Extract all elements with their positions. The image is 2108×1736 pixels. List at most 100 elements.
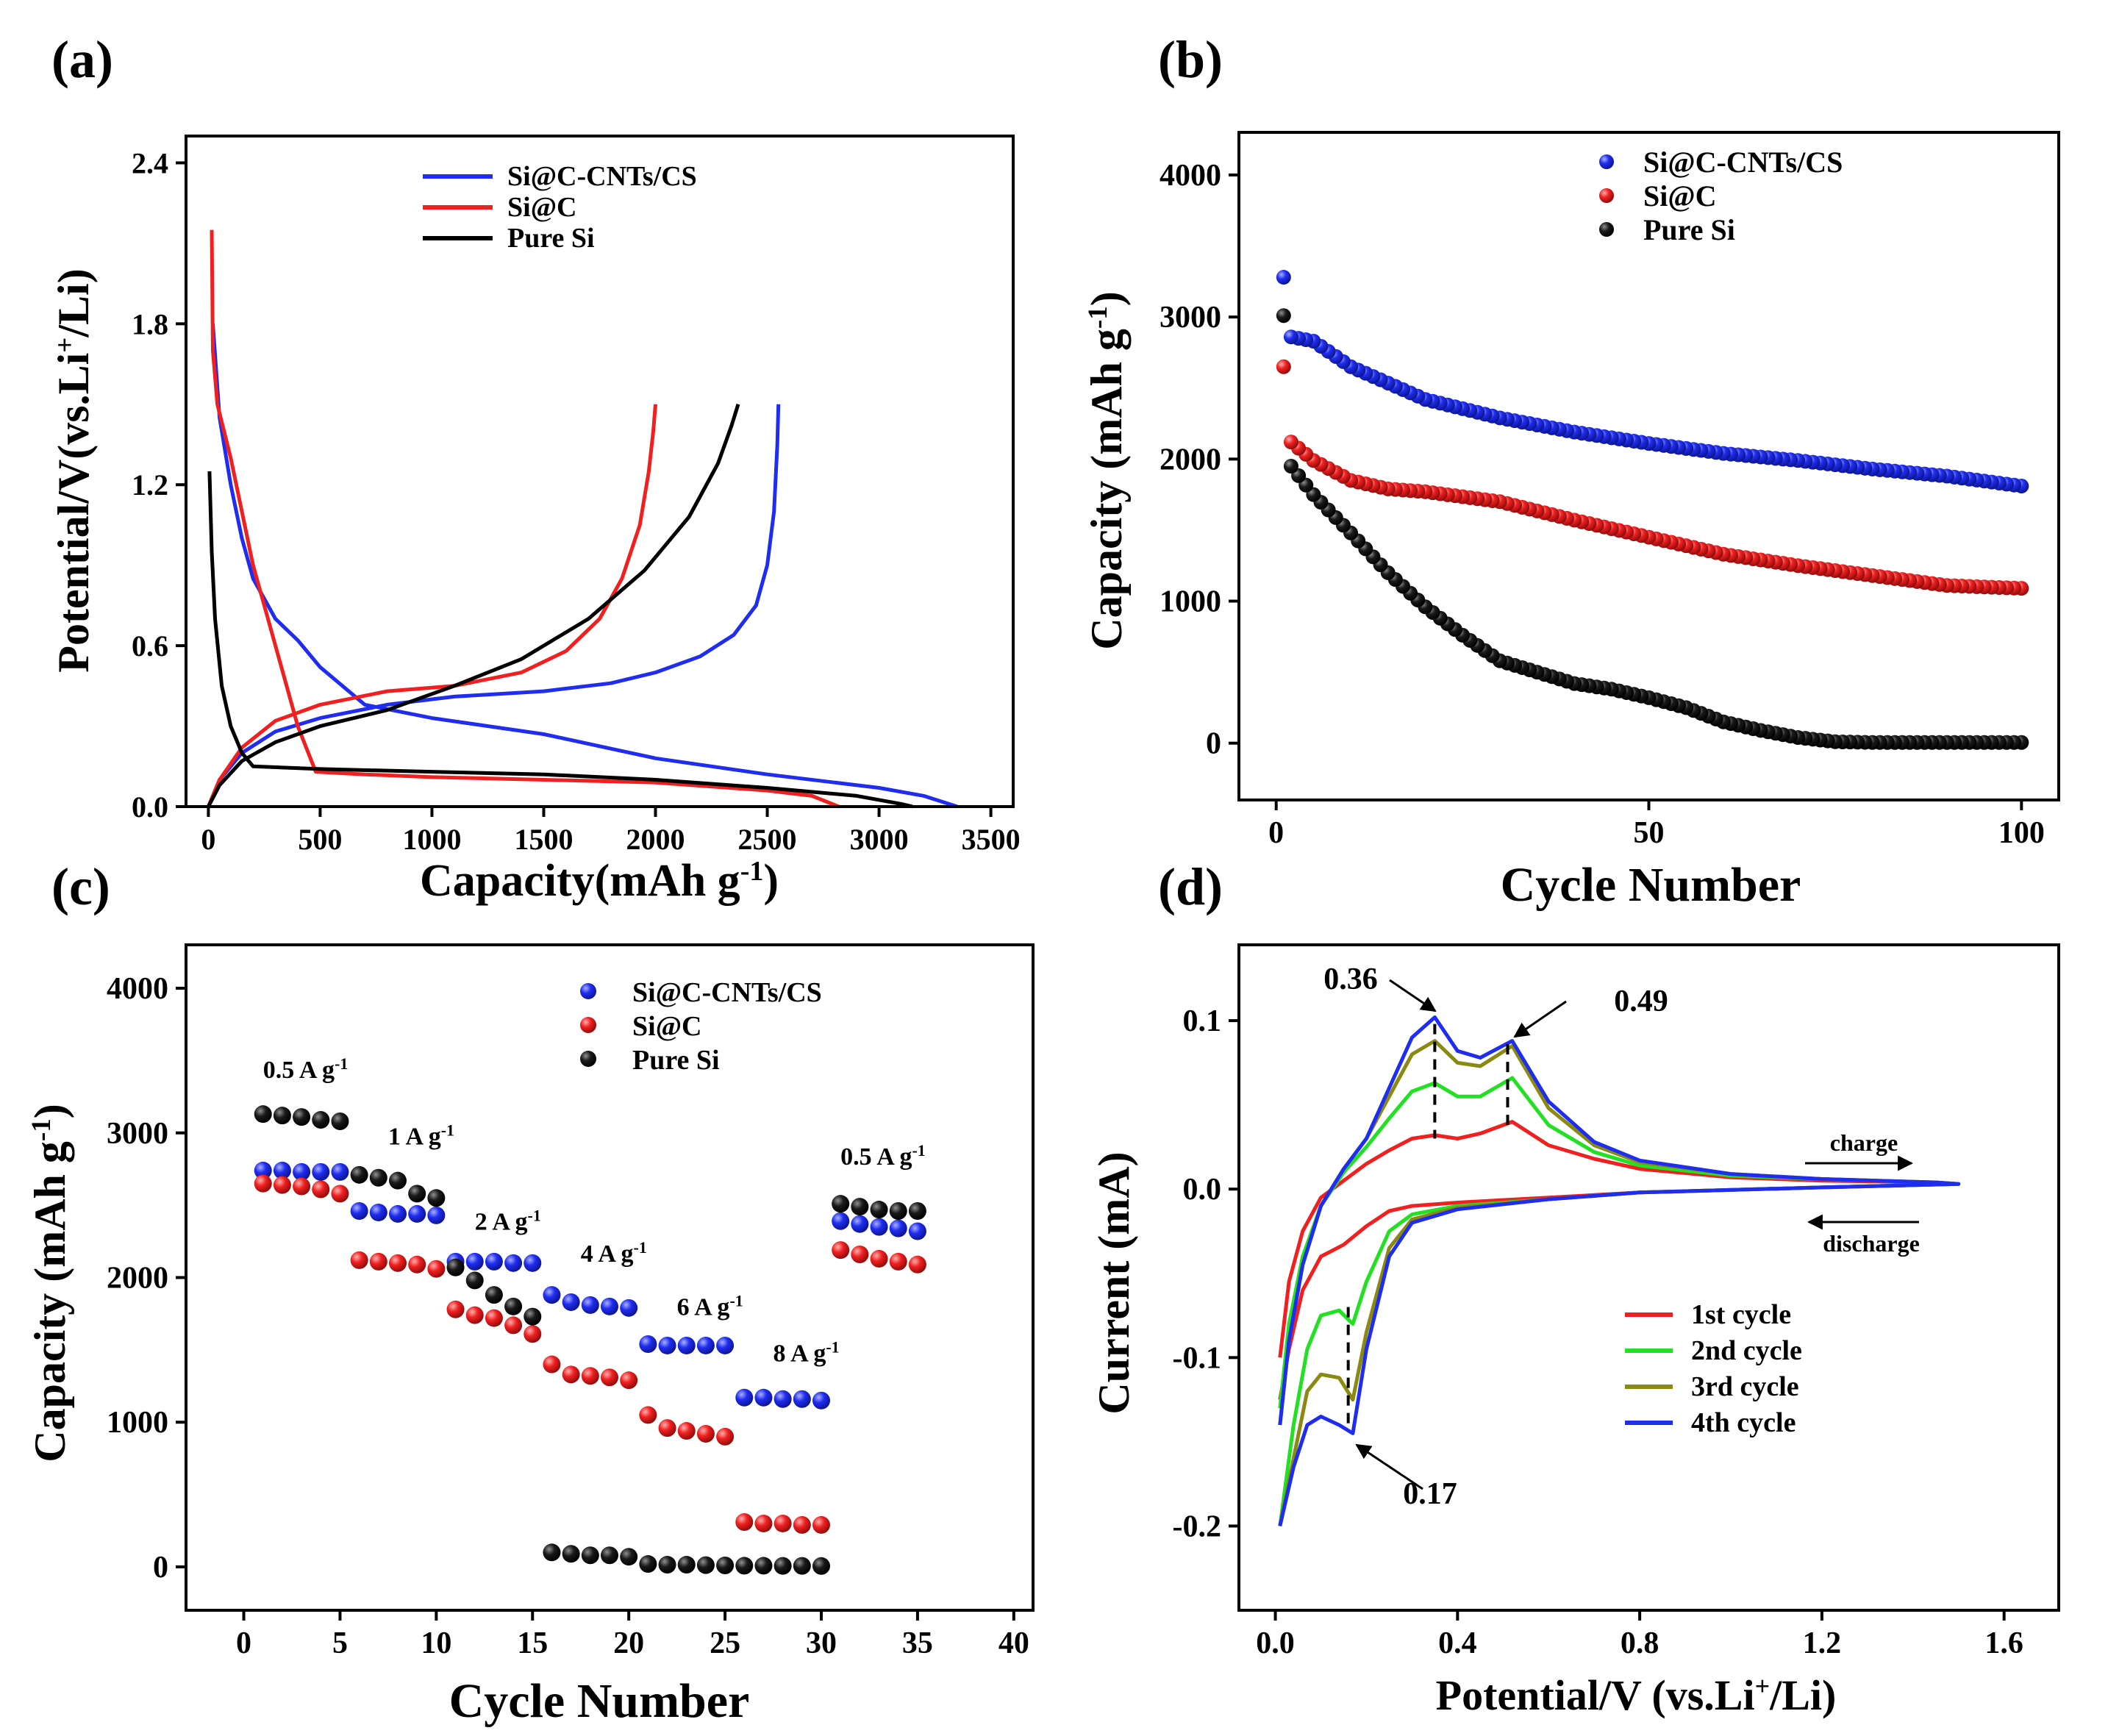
panel-c-point-1: [504, 1316, 523, 1335]
panel-c-point-1: [562, 1365, 580, 1384]
panel-b-legend-label: Pure Si: [1643, 213, 1735, 246]
panel-c-point-2: [331, 1112, 349, 1131]
panel-d-charge-label: charge: [1830, 1129, 1898, 1156]
panel-c-point-1: [639, 1406, 657, 1424]
panel-c-x-axis-label: Cycle Number: [449, 1674, 750, 1728]
panel-a-x-tick-label: 2500: [738, 823, 797, 856]
panel-a-series-line-2: [210, 229, 840, 809]
panel-c-point-0: [812, 1391, 830, 1410]
panel-d-y-axis-label: Current (mA): [1090, 1151, 1138, 1414]
panel-d-x-tick-label: 1.6: [1984, 1626, 2023, 1660]
panel-c-point-0: [504, 1254, 523, 1272]
panel-c-point-2: [601, 1546, 618, 1565]
panel-a-series-line-1: [207, 404, 781, 807]
panel-c-y-tick-label: 1000: [107, 1406, 168, 1440]
panel-d-peak-label-049: 0.49: [1614, 985, 1668, 1018]
panel-d-peak-arrow: [1513, 1000, 1567, 1038]
panel-d-peak-arrow: [1355, 1443, 1423, 1490]
panel-a-x-tick-label: 2000: [626, 823, 685, 856]
panel-c-point-0: [754, 1388, 773, 1407]
panel-a-series-line-4: [207, 471, 913, 809]
panel-c-point-1: [389, 1254, 407, 1272]
panel-a-series-line-5: [207, 404, 740, 808]
panel-b-legend-label: Si@C-CNTs/CS: [1643, 146, 1843, 179]
panel-c-point-1: [754, 1514, 773, 1532]
panel-b-legend-marker: [1599, 188, 1614, 203]
panel-c-point-1: [369, 1252, 387, 1271]
panel-b-point-0: [1276, 270, 1291, 285]
panel-d-plot-frame: [1237, 943, 2060, 1612]
panel-c-point-1: [446, 1300, 465, 1318]
panel-c-rate-label: 6 A g-1: [677, 1291, 743, 1321]
panel-d-legend-label: 4th cycle: [1691, 1407, 1796, 1438]
panel-c-point-2: [446, 1258, 465, 1276]
panel-c-point-2: [620, 1548, 638, 1566]
panel-c-point-1: [620, 1371, 638, 1390]
panel-b-point-1: [1276, 359, 1291, 374]
panel-c-point-2: [408, 1185, 426, 1203]
panel-c-point-2: [312, 1111, 330, 1129]
panel-b-y-axis-label: Capacity (mAh g-1): [1082, 291, 1131, 649]
panel-d-x-tick-label: 0.8: [1621, 1626, 1659, 1660]
panel-b-point-1: [1283, 435, 1298, 450]
panel-c-x-tick-label: 25: [710, 1626, 740, 1660]
panel-a-series-line-3: [207, 404, 657, 807]
panel-d-x-tick-label: 0.4: [1438, 1626, 1477, 1660]
panel-c-point-1: [293, 1177, 311, 1196]
panel-c-point-0: [293, 1162, 311, 1181]
panel-c-point-1: [735, 1512, 754, 1531]
panel-c-y-tick-label: 3000: [107, 1117, 168, 1151]
panel-c-rate-label: 4 A g-1: [581, 1237, 647, 1268]
panel-c-point-1: [773, 1514, 792, 1532]
panel-c-x-tick-label: 15: [517, 1626, 548, 1660]
panel-d-discharge-label: discharge: [1823, 1230, 1920, 1257]
panel-c-y-tick-label: 2000: [107, 1262, 168, 1296]
panel-c-x-tick-label: 0: [236, 1626, 251, 1660]
panel-c-point-0: [870, 1218, 888, 1236]
panel-c-rate-label: 0.5 A g-1: [840, 1141, 926, 1171]
panel-c-point-1: [889, 1252, 907, 1271]
panel-c-x-tick-label: 35: [902, 1626, 933, 1660]
panel-c-legend-label: Si@C-CNTs/CS: [632, 977, 822, 1008]
panel-a-legend-label: Si@C-CNTs/CS: [507, 161, 697, 192]
panel-d-cv-curve-3: [1278, 1015, 1961, 1526]
panel-d-x-tick-label: 0.0: [1256, 1626, 1295, 1660]
panel-c-point-1: [793, 1515, 811, 1534]
panel-d-y-tick-label: 0.1: [1183, 1004, 1222, 1038]
panel-c-y-tick-label: 0: [153, 1551, 168, 1585]
panel-c-point-1: [870, 1249, 888, 1268]
panel-c-point-2: [504, 1297, 523, 1315]
panel-c-point-2: [735, 1557, 754, 1575]
panel-c-point-1: [581, 1367, 599, 1385]
panel-c-x-tick-label: 10: [421, 1626, 451, 1660]
panel-c-point-2: [639, 1555, 657, 1574]
panel-b-y-tick-label: 2000: [1160, 443, 1221, 476]
panel-b-y-tick-label: 0: [1206, 727, 1221, 761]
panel-c-point-2: [812, 1557, 830, 1575]
panel-c-point-1: [601, 1368, 618, 1387]
panel-a-x-tick-label: 1500: [514, 823, 573, 856]
panel-c-rate-label: 2 A g-1: [475, 1206, 541, 1236]
panel-c-point-0: [562, 1293, 580, 1311]
panel-c-point-2: [524, 1307, 542, 1326]
panel-c-rate-label: 8 A g-1: [773, 1337, 840, 1368]
panel-d-peak-arrow: [1389, 979, 1437, 1012]
panel-c-point-2: [427, 1189, 446, 1207]
panel-c-point-2: [754, 1557, 773, 1575]
panel-d-y-tick-label: 0.0: [1183, 1173, 1222, 1207]
panel-d-y-tick-label: -0.2: [1173, 1510, 1222, 1543]
panel-c-point-2: [562, 1545, 580, 1563]
panel-c-point-0: [889, 1219, 907, 1237]
panel-c-point-2: [716, 1557, 735, 1575]
panel-a-chart: 0 500 1000 1500 2000 2500 3000 3500 0.0 0.6 1.2 1.8…: [49, 135, 1021, 906]
panel-c-point-0: [543, 1286, 561, 1304]
panel-label-d: (d): [1158, 857, 1223, 916]
panel-d-chart: 0.0 0.4 0.8 1.2 1.6 -0.2 -0.1 0.0 0.1 Potential/V…: [1090, 943, 2060, 1719]
panel-c-point-1: [331, 1185, 349, 1203]
panel-c-rate-label: 0.5 A g-1: [263, 1054, 349, 1085]
panel-d-legend-label: 2nd cycle: [1691, 1335, 1802, 1366]
panel-b-x-axis-label: Cycle Number: [1501, 858, 1801, 912]
panel-b-legend-label: Si@C: [1643, 179, 1716, 212]
panel-b-x-tick-label: 100: [1998, 816, 2045, 850]
